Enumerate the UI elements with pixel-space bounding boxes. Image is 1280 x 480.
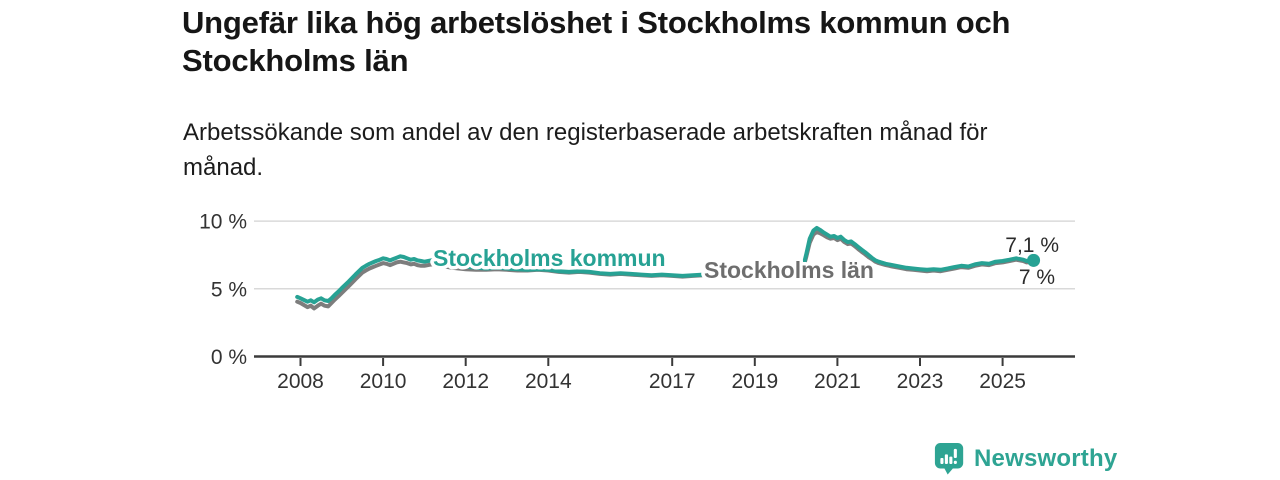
x-tick-label: 2012: [442, 370, 489, 393]
brand-name: Newsworthy: [974, 444, 1118, 472]
y-tick-label: 0 %: [211, 346, 247, 369]
x-tick-label: 2021: [814, 370, 861, 393]
x-tick-label: 2010: [360, 370, 407, 393]
logo-exclamation-stem: [953, 448, 957, 459]
y-tick-label: 5 %: [211, 278, 247, 301]
series-label-stockholms-lan: Stockholms län: [704, 257, 874, 283]
x-tick-label: 2025: [979, 370, 1026, 393]
series-end-dot-stockholms-kommun: [1027, 253, 1041, 267]
logo-bar-3: [949, 456, 953, 464]
x-tick-label: 2023: [897, 370, 944, 393]
logo-bubble-tail: [944, 467, 954, 475]
series-line-stockholms-kommun: [295, 225, 1036, 305]
x-tick-label: 2014: [525, 370, 572, 393]
x-tick-label: 2008: [277, 370, 324, 393]
chart-title: Ungefär lika hög arbetslöshet i Stockhol…: [182, 5, 1011, 78]
y-tick-label: 10 %: [199, 211, 247, 234]
logo-bubble: [934, 443, 964, 469]
logo-bar-1: [940, 458, 944, 464]
series-label-stockholms-kommun: Stockholms kommun: [433, 245, 666, 271]
series-end-value-stockholms-kommun: 7,1 %: [1005, 234, 1059, 257]
x-tick-label: 2017: [649, 370, 696, 393]
logo-bar-2: [944, 454, 948, 464]
newsworthy-logo-icon: [934, 443, 964, 475]
logo-exclamation-dot: [953, 460, 957, 464]
series-end-value-stockholms-lan: 7 %: [1019, 266, 1055, 289]
brand-footer: Newsworthy: [934, 442, 1117, 475]
x-tick-label: 2019: [731, 370, 778, 393]
chart-subtitle: Arbetssökande som andel av den registerb…: [183, 119, 988, 181]
